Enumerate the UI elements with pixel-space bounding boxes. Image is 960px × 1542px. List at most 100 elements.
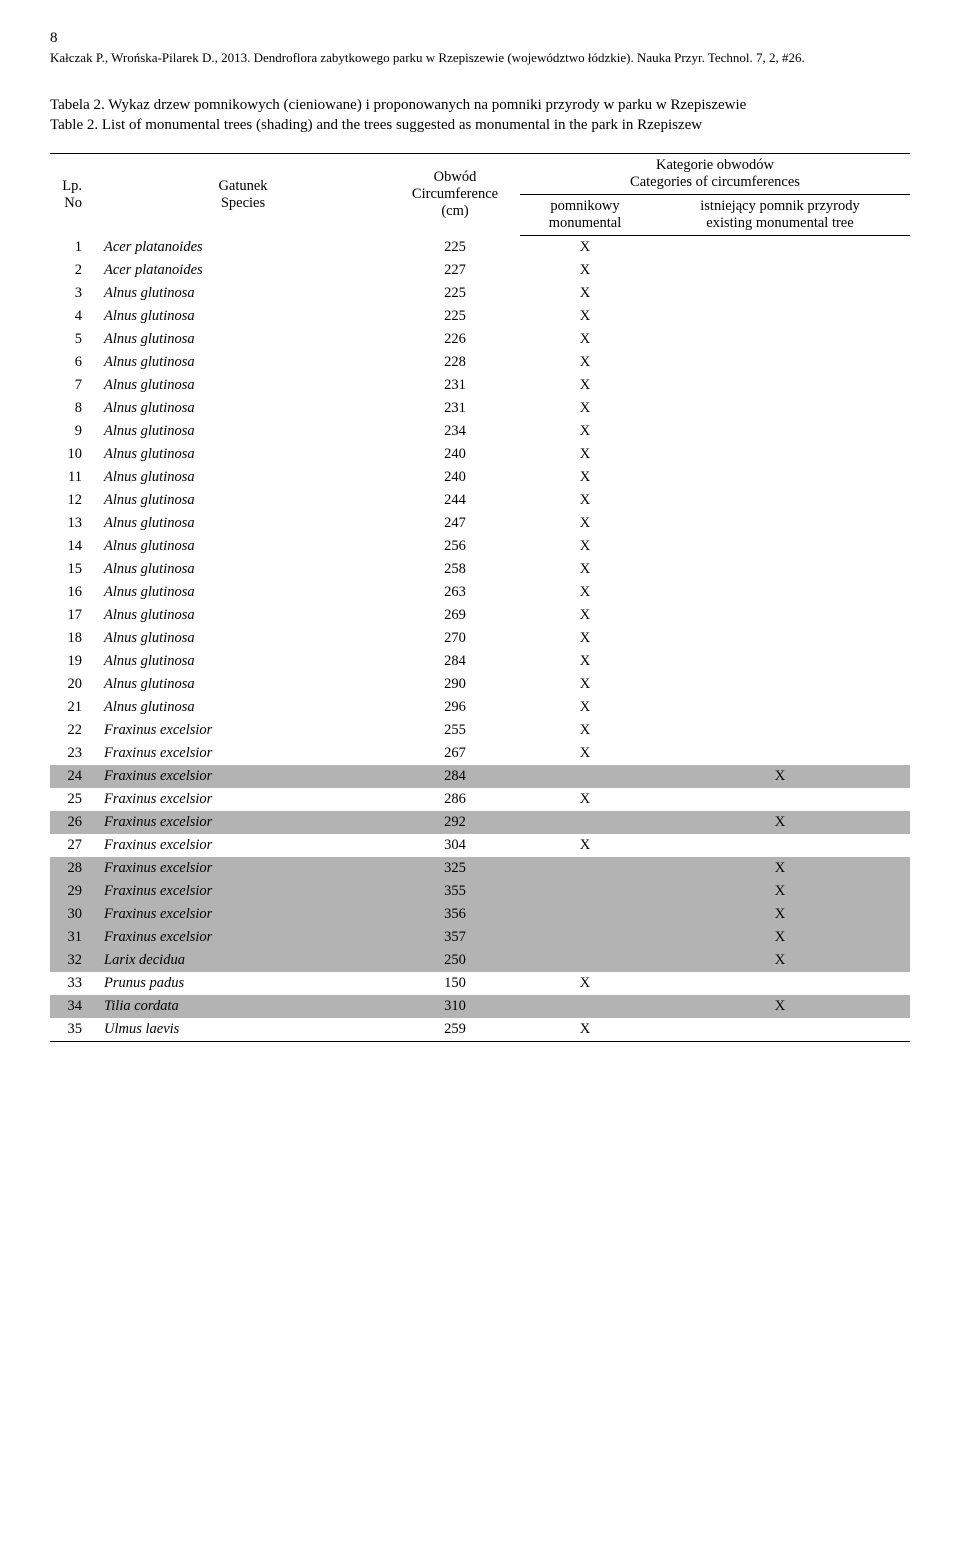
cell-lp: 6 — [50, 351, 90, 374]
table-row: 15Alnus glutinosa258X — [50, 558, 910, 581]
cell-circumference: 231 — [390, 374, 520, 397]
tree-table: Lp.No GatunekSpecies ObwódCircumference(… — [50, 153, 910, 1042]
cell-circumference: 284 — [390, 765, 520, 788]
cell-existing — [650, 1018, 910, 1042]
cell-circumference: 263 — [390, 581, 520, 604]
table-row: 30Fraxinus excelsior356X — [50, 903, 910, 926]
table-row: 29Fraxinus excelsior355X — [50, 880, 910, 903]
cell-lp: 19 — [50, 650, 90, 673]
cell-monumental: X — [520, 259, 650, 282]
header-categories: Kategorie obwodówCategories of circumfer… — [520, 154, 910, 195]
cell-existing — [650, 673, 910, 696]
cell-lp: 21 — [50, 696, 90, 719]
cell-monumental: X — [520, 351, 650, 374]
caption-en-text: List of monumental trees (shading) and t… — [98, 117, 702, 133]
cell-lp: 4 — [50, 305, 90, 328]
cell-species: Alnus glutinosa — [90, 443, 390, 466]
cell-monumental: X — [520, 282, 650, 305]
table-row: 27Fraxinus excelsior304X — [50, 834, 910, 857]
cell-circumference: 234 — [390, 420, 520, 443]
cell-circumference: 225 — [390, 282, 520, 305]
caption-pl-text: Wykaz drzew pomnikowych (cieniowane) i p… — [105, 97, 747, 113]
cell-lp: 14 — [50, 535, 90, 558]
cell-lp: 9 — [50, 420, 90, 443]
cell-lp: 20 — [50, 673, 90, 696]
header-monumental: pomnikowymonumental — [520, 195, 650, 236]
cell-species: Fraxinus excelsior — [90, 857, 390, 880]
cell-circumference: 357 — [390, 926, 520, 949]
cell-monumental: X — [520, 581, 650, 604]
cell-lp: 25 — [50, 788, 90, 811]
cell-circumference: 355 — [390, 880, 520, 903]
table-row: 10Alnus glutinosa240X — [50, 443, 910, 466]
cell-species: Fraxinus excelsior — [90, 811, 390, 834]
cell-species: Alnus glutinosa — [90, 374, 390, 397]
table-row: 24Fraxinus excelsior284X — [50, 765, 910, 788]
cell-lp: 33 — [50, 972, 90, 995]
cell-lp: 18 — [50, 627, 90, 650]
cell-lp: 30 — [50, 903, 90, 926]
cell-monumental: X — [520, 374, 650, 397]
cell-existing — [650, 305, 910, 328]
cell-species: Alnus glutinosa — [90, 466, 390, 489]
cell-species: Fraxinus excelsior — [90, 903, 390, 926]
cell-species: Larix decidua — [90, 949, 390, 972]
cell-circumference: 247 — [390, 512, 520, 535]
cell-species: Alnus glutinosa — [90, 696, 390, 719]
cell-species: Alnus glutinosa — [90, 305, 390, 328]
cell-circumference: 255 — [390, 719, 520, 742]
header-existing: istniejący pomnik przyrodyexisting monum… — [650, 195, 910, 236]
cell-species: Alnus glutinosa — [90, 420, 390, 443]
table-row: 14Alnus glutinosa256X — [50, 535, 910, 558]
cell-existing — [650, 489, 910, 512]
cell-existing — [650, 535, 910, 558]
cell-lp: 11 — [50, 466, 90, 489]
table-row: 32Larix decidua250X — [50, 949, 910, 972]
cell-species: Fraxinus excelsior — [90, 880, 390, 903]
cell-monumental — [520, 995, 650, 1018]
table-caption: Tabela 2. Wykaz drzew pomnikowych (cieni… — [50, 95, 910, 136]
cell-circumference: 296 — [390, 696, 520, 719]
cell-species: Fraxinus excelsior — [90, 926, 390, 949]
cell-circumference: 240 — [390, 466, 520, 489]
cell-species: Fraxinus excelsior — [90, 788, 390, 811]
cell-species: Fraxinus excelsior — [90, 719, 390, 742]
cell-lp: 3 — [50, 282, 90, 305]
cell-monumental: X — [520, 443, 650, 466]
cell-lp: 35 — [50, 1018, 90, 1042]
cell-circumference: 286 — [390, 788, 520, 811]
cell-existing — [650, 834, 910, 857]
table-row: 6Alnus glutinosa228X — [50, 351, 910, 374]
cell-existing — [650, 719, 910, 742]
cell-circumference: 244 — [390, 489, 520, 512]
cell-circumference: 227 — [390, 259, 520, 282]
cell-species: Prunus padus — [90, 972, 390, 995]
cell-circumference: 231 — [390, 397, 520, 420]
cell-monumental: X — [520, 696, 650, 719]
cell-existing — [650, 512, 910, 535]
cell-existing: X — [650, 995, 910, 1018]
cell-lp: 22 — [50, 719, 90, 742]
table-header: Lp.No GatunekSpecies ObwódCircumference(… — [50, 154, 910, 236]
cell-circumference: 228 — [390, 351, 520, 374]
cell-existing — [650, 466, 910, 489]
table-row: 4Alnus glutinosa225X — [50, 305, 910, 328]
cell-existing — [650, 581, 910, 604]
cell-circumference: 269 — [390, 604, 520, 627]
cell-species: Alnus glutinosa — [90, 328, 390, 351]
cell-circumference: 259 — [390, 1018, 520, 1042]
table-row: 13Alnus glutinosa247X — [50, 512, 910, 535]
cell-circumference: 256 — [390, 535, 520, 558]
table-row: 34Tilia cordata310X — [50, 995, 910, 1018]
cell-existing — [650, 420, 910, 443]
cell-existing — [650, 282, 910, 305]
cell-circumference: 225 — [390, 236, 520, 260]
cell-monumental: X — [520, 466, 650, 489]
cell-lp: 1 — [50, 236, 90, 260]
table-row: 26Fraxinus excelsior292X — [50, 811, 910, 834]
cell-existing — [650, 627, 910, 650]
cell-monumental — [520, 765, 650, 788]
cell-circumference: 150 — [390, 972, 520, 995]
cell-lp: 29 — [50, 880, 90, 903]
cell-monumental: X — [520, 719, 650, 742]
